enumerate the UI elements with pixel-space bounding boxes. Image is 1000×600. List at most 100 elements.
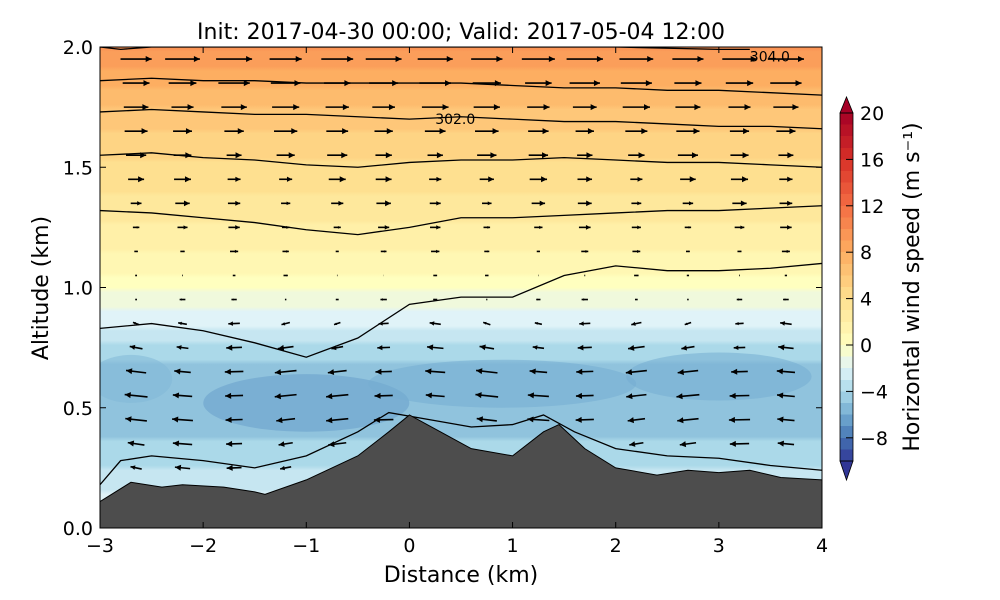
contour-line-0 (100, 411, 822, 486)
wind-vector (676, 393, 700, 400)
colorbar-tick-label: 8 (860, 242, 872, 264)
wind-vector (534, 322, 543, 326)
wind-vector (283, 274, 288, 277)
wind-vector (176, 345, 189, 350)
wind-vector (733, 345, 746, 350)
wind-vector (729, 440, 750, 447)
wind-vector (327, 369, 347, 376)
wind-vector (572, 104, 597, 111)
wind-vector (125, 368, 147, 375)
wind-vector (380, 298, 387, 301)
wind-vector (369, 80, 399, 87)
wind-vector (281, 321, 291, 326)
wind-vector (674, 80, 702, 87)
wind-core (626, 352, 812, 401)
wind-vector (177, 225, 188, 230)
wind-vector (767, 56, 804, 63)
wind-vector (279, 176, 293, 182)
wind-vector (171, 104, 194, 111)
wind-vector (276, 417, 296, 424)
wind-vector (531, 200, 546, 207)
wind-vector (622, 104, 650, 111)
contour-label: 302.0 (435, 112, 475, 128)
wind-vector (529, 368, 548, 375)
wind-vector (485, 274, 489, 277)
wind-vector (475, 128, 499, 135)
wind-vector (577, 176, 593, 183)
wind-vector (579, 321, 591, 326)
wind-vector (735, 321, 744, 326)
wind-vector (331, 345, 344, 351)
wind-vector (732, 200, 747, 207)
wind-vector (172, 440, 193, 447)
wind-vector (325, 104, 349, 111)
wind-vector (677, 152, 698, 159)
wind-vector (372, 104, 395, 111)
wind-vector (578, 225, 591, 230)
wind-vector (581, 250, 589, 253)
wind-vector (734, 225, 745, 230)
wind-vector (677, 417, 699, 424)
wind-vector (270, 80, 301, 87)
wind-vector (626, 393, 647, 400)
wind-vector (528, 128, 549, 135)
wind-vector (278, 441, 293, 447)
wind-vector (780, 321, 792, 326)
wind-vector (426, 344, 444, 351)
wind-vector (373, 416, 394, 423)
x-tick-label: −1 (292, 535, 320, 557)
wind-vector (331, 200, 344, 206)
y-axis-label: Altitude (km) (29, 216, 54, 360)
wind-vector (575, 128, 594, 135)
wind-vector (424, 128, 446, 135)
wind-vector (321, 56, 354, 63)
wind-vector (226, 152, 242, 159)
wind-vector (536, 250, 540, 253)
wind-vector (629, 441, 644, 447)
wind-vector (277, 344, 294, 351)
wind-vector (123, 104, 149, 111)
wind-vector (581, 298, 588, 301)
plot-area: 302.0 304.0 (100, 47, 822, 528)
wind-vector (634, 298, 638, 301)
colorbar-tick-label: 0 (860, 335, 872, 357)
wind-vector (274, 393, 297, 400)
wind-vector (374, 392, 393, 399)
colorbar: 20 16 12 8 4 0 −4 −8 Horizontal wind speed (m s… (839, 95, 925, 482)
wind-vector (728, 104, 751, 111)
wind-vector (328, 176, 346, 183)
wind-vector (433, 274, 438, 277)
wind-vector (281, 225, 290, 229)
wind-vector (218, 80, 250, 87)
wind-vector (324, 80, 351, 87)
x-tick-label: 3 (713, 535, 725, 557)
wind-vector (677, 369, 699, 376)
wind-vector (479, 344, 495, 351)
wind-vector (475, 392, 499, 399)
wind-vector (175, 200, 190, 207)
wind-vector (737, 250, 742, 253)
wind-vector (529, 176, 548, 183)
wind-vector (326, 393, 349, 400)
wind-vector (525, 80, 552, 87)
wind-vector (425, 392, 445, 399)
colorbar-tick-label: 20 (860, 103, 884, 125)
wind-vector (521, 56, 555, 63)
contour-line-1 (100, 262, 822, 358)
wind-vector (326, 417, 349, 424)
wind-vector (625, 128, 648, 135)
wind-vector (225, 392, 244, 399)
wind-vector (224, 368, 244, 375)
wind-vector (276, 152, 295, 159)
colorbar-label: Horizontal wind speed (m s⁻¹) (900, 122, 925, 451)
wind-vector (730, 176, 749, 183)
wind-vector (722, 56, 757, 63)
wind-vector (227, 176, 241, 182)
wind-vector (685, 250, 690, 253)
wind-vector (779, 200, 793, 206)
colorbar-tick-label: −8 (860, 428, 888, 450)
wind-vector (575, 416, 594, 423)
colorbar-max-extend (839, 95, 854, 114)
wind-vector (527, 416, 550, 423)
wind-vector (484, 250, 490, 253)
